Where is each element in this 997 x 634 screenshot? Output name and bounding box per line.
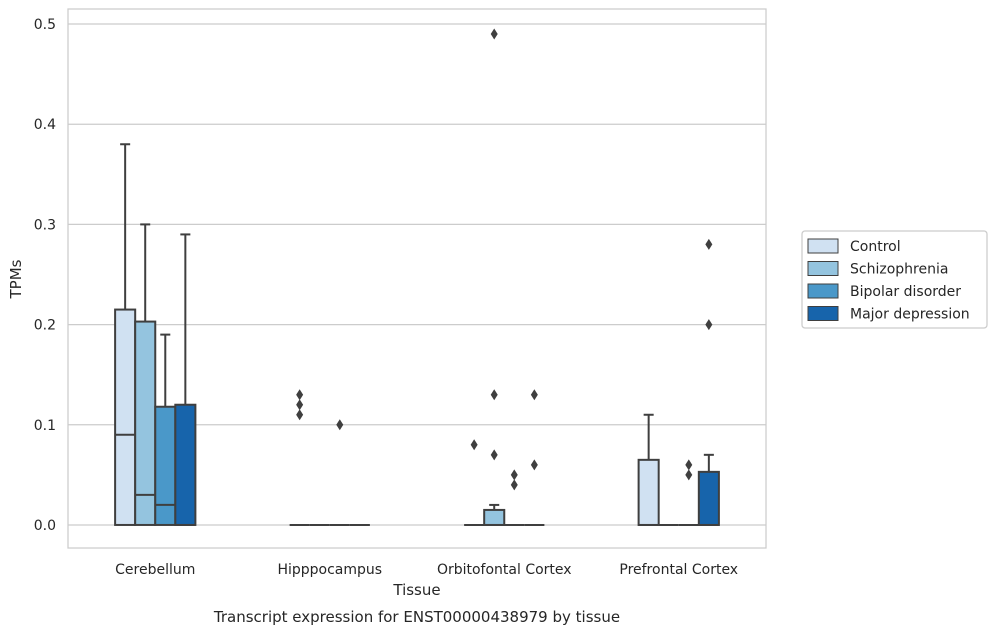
y-tick-label: 0.1 xyxy=(34,418,56,434)
y-tick-label: 0.0 xyxy=(34,518,56,534)
outlier-point xyxy=(296,399,304,411)
chart-caption: Transcript expression for ENST0000043897… xyxy=(213,608,620,626)
outlier-point xyxy=(510,469,518,481)
box-group xyxy=(289,389,310,526)
y-tick-label: 0.3 xyxy=(34,217,56,233)
legend-box xyxy=(801,230,988,329)
legend-label: Major depression xyxy=(850,307,970,323)
box-group xyxy=(114,143,137,526)
legend-swatch xyxy=(807,283,839,299)
box-group xyxy=(678,459,699,526)
y-axis-ticks: 0.0 0.1 0.2 0.3 0.4 0.5 xyxy=(34,17,56,534)
outlier-point xyxy=(336,419,344,431)
outlier-point xyxy=(705,319,713,331)
box-group xyxy=(524,389,545,526)
x-tick-label: Cerebellum xyxy=(115,562,195,578)
outlier-point xyxy=(296,409,304,421)
box-group xyxy=(329,419,350,526)
legend-label: Bipolar disorder xyxy=(850,284,961,300)
box xyxy=(174,403,197,526)
legend-swatch xyxy=(807,238,839,254)
box-group xyxy=(483,28,506,526)
y-tick-label: 0.2 xyxy=(34,318,56,334)
outlier-point xyxy=(470,439,478,451)
box-group xyxy=(504,469,525,526)
box-group xyxy=(697,238,720,526)
box xyxy=(114,308,137,526)
outlier-point xyxy=(705,238,713,250)
outlier-point xyxy=(685,459,693,471)
x-tick-label: Prefrontal Cortex xyxy=(619,562,738,578)
outlier-point xyxy=(296,389,304,401)
y-axis-label: TPMs xyxy=(7,259,25,299)
legend-swatch xyxy=(807,306,839,321)
outlier-point xyxy=(685,469,693,481)
box-group xyxy=(637,413,660,526)
box-group xyxy=(134,223,157,526)
box-group xyxy=(464,439,485,526)
legend-label: Schizophrenia xyxy=(850,262,948,278)
box-group xyxy=(154,333,177,526)
y-tick-label: 0.5 xyxy=(34,17,56,33)
plot-frame xyxy=(67,8,767,549)
x-tick-label: Orbitofontal Cortex xyxy=(437,562,572,578)
legend-swatch xyxy=(807,261,839,276)
legend: Control Schizophrenia Bipolar disorder Majo… xyxy=(801,230,988,329)
outlier-point xyxy=(490,389,498,401)
box xyxy=(154,405,177,526)
outlier-point xyxy=(510,479,518,491)
legend-label: Control xyxy=(850,239,901,255)
boxes xyxy=(114,28,720,526)
x-tick-label: Hipppocampus xyxy=(277,562,382,578)
x-axis-ticks: Cerebellum Hipppocampus Orbitofontal Corte… xyxy=(115,562,738,578)
y-tick-label: 0.4 xyxy=(34,117,56,133)
box xyxy=(483,508,506,526)
outlier-point xyxy=(490,449,498,461)
box xyxy=(637,458,660,526)
outlier-point xyxy=(490,28,498,40)
x-axis-label: Tissue xyxy=(392,581,440,599)
box xyxy=(697,470,720,526)
outlier-point xyxy=(530,389,538,401)
outlier-point xyxy=(530,459,538,471)
box-group xyxy=(174,233,197,526)
